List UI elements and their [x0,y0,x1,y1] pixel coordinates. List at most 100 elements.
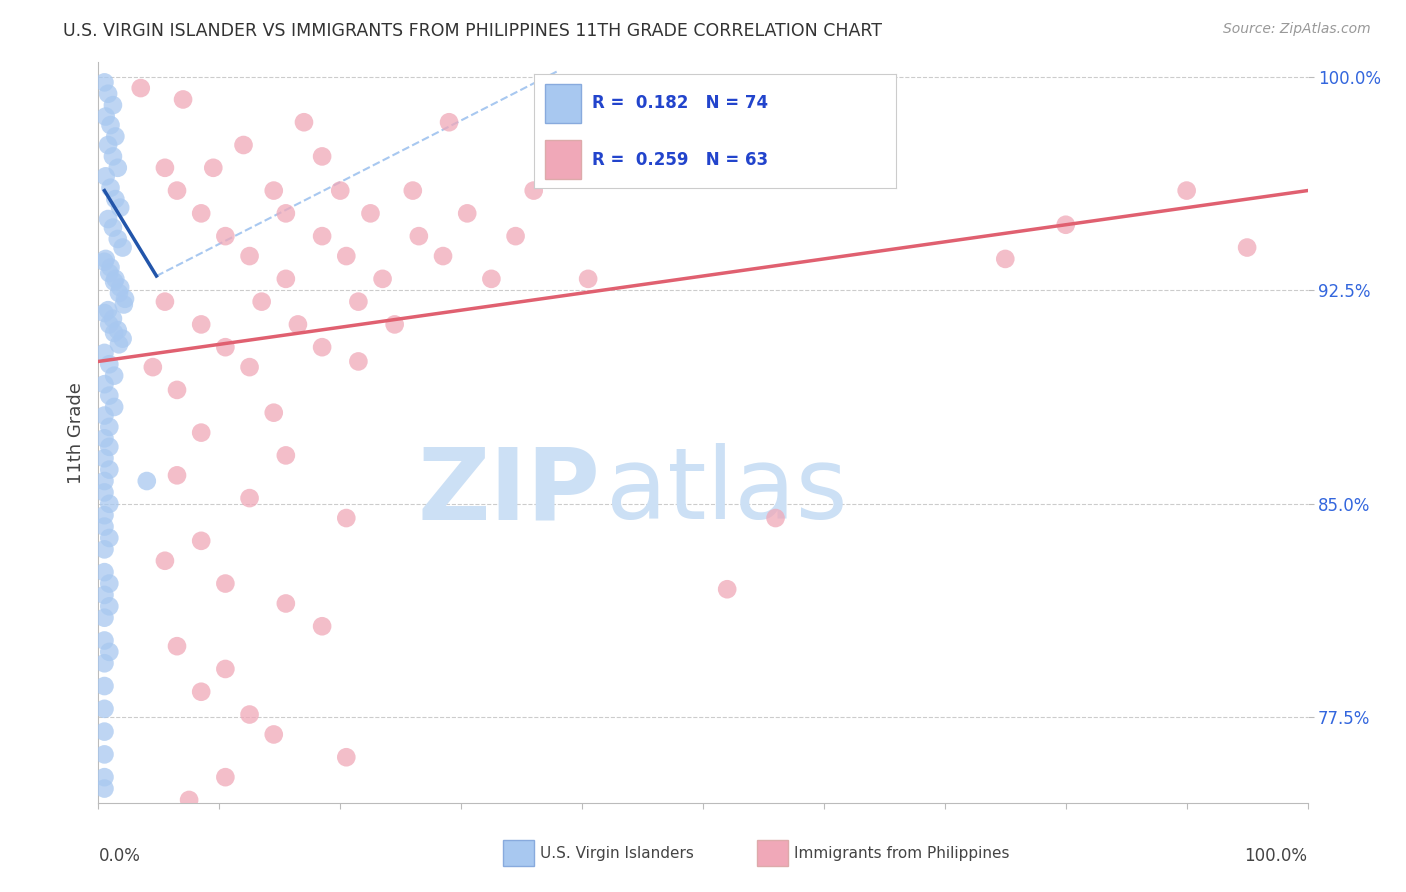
Point [108,337,131,351]
Point [190,684,212,698]
Point [214,576,236,591]
Point [214,662,236,676]
Point [93,588,115,602]
Point [329,184,352,198]
Point [135,474,157,488]
Point [93,377,115,392]
Point [1175,184,1198,198]
Point [93,542,115,557]
Point [111,332,134,346]
Point [311,229,333,244]
Point [994,252,1017,266]
Point [93,770,115,784]
Point [101,149,124,163]
Point [98,440,121,454]
Point [114,292,136,306]
Point [93,610,115,624]
Point [214,340,236,354]
Y-axis label: 11th Grade: 11th Grade [66,382,84,483]
Point [402,184,425,198]
Point [335,249,357,263]
Point [456,206,478,220]
Point [93,474,115,488]
Text: 0.0%: 0.0% [98,847,141,865]
Point [311,149,333,163]
Point [98,318,121,332]
Point [437,115,460,129]
Point [93,306,115,320]
Point [239,491,262,505]
Point [190,318,212,332]
Point [481,272,503,286]
Point [292,115,315,129]
Point [98,420,121,434]
Point [153,161,176,175]
Point [408,229,430,244]
Point [153,294,176,309]
Point [93,519,115,533]
Point [107,161,129,175]
Point [101,220,124,235]
Point [166,184,188,198]
Point [360,206,382,220]
Point [98,462,121,476]
Point [179,793,201,807]
Point [98,266,121,280]
Point [505,229,527,244]
Point [93,657,115,671]
Point [166,639,188,653]
Point [93,451,115,466]
Point [142,360,165,375]
Point [263,406,285,420]
Point [371,272,394,286]
Text: ZIP: ZIP [418,443,600,541]
Point [166,468,188,483]
Point [202,161,225,175]
Point [274,272,297,286]
Point [98,497,121,511]
Point [250,294,273,309]
Point [104,272,127,286]
Point [347,354,370,368]
Point [311,619,333,633]
Point [104,129,127,144]
Point [263,184,285,198]
Point [1054,218,1077,232]
Point [104,192,127,206]
Point [112,297,135,311]
Point [93,702,115,716]
Point [93,508,115,523]
Point [100,180,122,194]
Point [232,138,254,153]
Point [98,599,121,614]
Point [111,240,134,254]
Point [97,212,120,227]
Point [93,747,115,762]
Point [97,303,120,318]
Point [100,118,122,132]
Point [103,400,125,414]
Point [93,431,115,445]
Point [347,294,370,309]
Point [93,679,115,693]
Point [98,645,121,659]
Point [94,110,117,124]
Text: Immigrants from Philippines: Immigrants from Philippines [793,846,1010,861]
Point [107,323,129,337]
Point [103,368,125,383]
Point [214,229,236,244]
Point [93,633,115,648]
Text: U.S. VIRGIN ISLANDER VS IMMIGRANTS FROM PHILIPPINES 11TH GRADE CORRELATION CHART: U.S. VIRGIN ISLANDER VS IMMIGRANTS FROM … [63,22,883,40]
Point [100,260,122,275]
Point [107,232,129,246]
Point [93,781,115,796]
Point [93,75,115,89]
Point [384,318,406,332]
Point [765,511,787,525]
Point [98,531,121,545]
Point [274,449,297,463]
Point [239,360,262,375]
Point [103,275,125,289]
Point [153,554,176,568]
Point [101,98,124,112]
